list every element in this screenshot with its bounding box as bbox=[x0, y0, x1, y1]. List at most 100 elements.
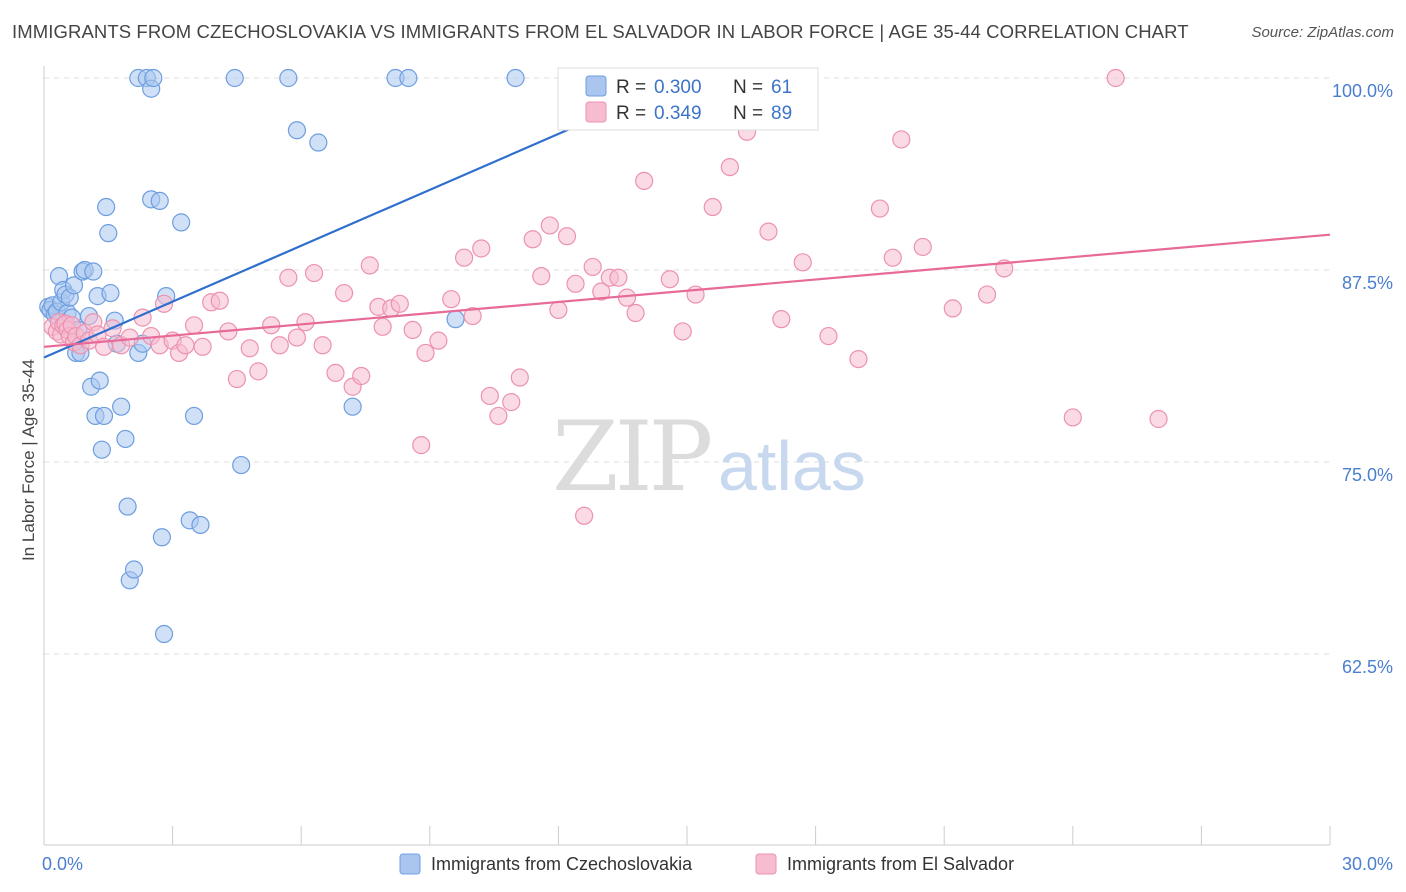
czechoslovakia-point-20 bbox=[84, 262, 103, 281]
el-salvador-point-64 bbox=[532, 267, 551, 286]
el-salvador-point-19 bbox=[120, 328, 139, 347]
el-salvador-point-69 bbox=[575, 506, 594, 525]
el-salvador-point-39 bbox=[296, 313, 315, 332]
el-salvador-point-70 bbox=[583, 257, 602, 277]
el-salvador-point-43 bbox=[334, 283, 354, 303]
series-czechoslovakia-points bbox=[39, 68, 525, 644]
legend-n-label-1: N = bbox=[733, 77, 763, 98]
el-salvador-point-46 bbox=[360, 256, 379, 275]
czechoslovakia-point-51 bbox=[225, 68, 244, 88]
czechoslovakia-point-45 bbox=[154, 624, 174, 644]
el-salvador-point-73 bbox=[609, 268, 628, 287]
legend-n-value-2: 89 bbox=[771, 103, 792, 124]
el-salvador-point-34 bbox=[249, 362, 268, 381]
el-salvador-point-84 bbox=[772, 310, 791, 329]
el-salvador-point-62 bbox=[510, 368, 529, 387]
czechoslovakia-point-26 bbox=[97, 197, 116, 217]
source-credit: Source: ZipAtlas.com bbox=[1251, 24, 1394, 41]
el-salvador-point-52 bbox=[412, 436, 431, 455]
series-el-salvador-points bbox=[43, 68, 1168, 525]
el-salvador-point-42 bbox=[326, 363, 345, 383]
czechoslovakia-point-59 bbox=[446, 310, 465, 329]
czechoslovakia-point-58 bbox=[399, 68, 418, 88]
czechoslovakia-point-33 bbox=[118, 497, 137, 516]
x-tick-label-0: 0.0% bbox=[42, 854, 83, 874]
czechoslovakia-point-55 bbox=[309, 133, 328, 152]
x-tick-labels: 0.0% 30.0% bbox=[42, 854, 1393, 874]
y-tick-label-2: 75.0% bbox=[1342, 465, 1393, 485]
el-salvador-point-50 bbox=[390, 294, 409, 313]
el-salvador-point-78 bbox=[673, 322, 692, 341]
el-salvador-point-63 bbox=[523, 230, 542, 249]
el-salvador-point-40 bbox=[304, 263, 324, 283]
chart-title: IMMIGRANTS FROM CZECHOSLOVAKIA VS IMMIGR… bbox=[12, 21, 1189, 42]
el-salvador-point-86 bbox=[819, 326, 838, 346]
el-salvador-point-55 bbox=[442, 290, 461, 309]
el-salvador-point-27 bbox=[184, 316, 204, 335]
el-salvador-point-71 bbox=[592, 282, 611, 301]
czechoslovakia-point-52 bbox=[232, 455, 251, 475]
el-salvador-trend-line bbox=[43, 233, 1331, 348]
legend-r-value-1: 0.300 bbox=[654, 77, 702, 98]
legend-n-label-2: N = bbox=[733, 103, 763, 124]
el-salvador-point-80 bbox=[703, 197, 722, 217]
series-legend: Immigrants from Czechoslovakia Immigrant… bbox=[399, 853, 1014, 875]
czechoslovakia-point-60 bbox=[506, 68, 525, 88]
el-salvador-point-65 bbox=[540, 216, 559, 235]
watermark-atlas: atlas bbox=[718, 427, 866, 505]
legend-swatch-blue bbox=[585, 75, 607, 97]
czechoslovakia-point-23 bbox=[90, 371, 109, 390]
el-salvador-point-61 bbox=[502, 392, 521, 412]
czechoslovakia-point-32 bbox=[116, 429, 135, 449]
el-salvador-point-41 bbox=[313, 336, 332, 355]
el-salvador-point-92 bbox=[943, 299, 962, 318]
el-salvador-point-32 bbox=[227, 369, 246, 389]
el-salvador-point-30 bbox=[210, 291, 229, 310]
el-salvador-point-51 bbox=[403, 320, 422, 340]
axes bbox=[43, 66, 1331, 846]
czechoslovakia-point-53 bbox=[279, 68, 298, 88]
watermark: ZIP atlas bbox=[552, 401, 866, 513]
czechoslovakia-point-25 bbox=[94, 406, 114, 426]
el-salvador-point-33 bbox=[240, 339, 259, 358]
el-salvador-point-88 bbox=[870, 199, 890, 218]
el-salvador-point-75 bbox=[626, 303, 645, 323]
el-salvador-point-48 bbox=[373, 317, 392, 336]
bottom-legend-swatch-blue bbox=[399, 853, 421, 875]
el-salvador-point-76 bbox=[635, 171, 654, 191]
legend-r-label-2: R = bbox=[616, 103, 646, 124]
czechoslovakia-point-28 bbox=[101, 283, 120, 303]
czechoslovakia-point-43 bbox=[150, 191, 169, 210]
czechoslovakia-point-35 bbox=[124, 560, 144, 579]
legend: R = 0.300 N = 61 R = 0.349 N = 89 bbox=[557, 67, 819, 131]
el-salvador-point-36 bbox=[270, 336, 289, 355]
el-salvador-point-56 bbox=[454, 248, 474, 267]
el-salvador-point-96 bbox=[1106, 68, 1125, 88]
el-salvador-point-38 bbox=[287, 328, 307, 347]
el-salvador-point-95 bbox=[1063, 408, 1082, 427]
czechoslovakia-point-24 bbox=[92, 440, 111, 459]
y-tick-label-3: 62.5% bbox=[1342, 657, 1393, 677]
el-salvador-point-85 bbox=[793, 253, 812, 272]
czechoslovakia-point-54 bbox=[287, 121, 307, 140]
legend-swatch-pink bbox=[585, 101, 607, 123]
el-salvador-point-35 bbox=[262, 316, 281, 335]
el-salvador-point-45 bbox=[352, 366, 371, 386]
watermark-zip: ZIP bbox=[552, 401, 711, 513]
legend-r-label-1: R = bbox=[616, 77, 646, 98]
czechoslovakia-point-49 bbox=[184, 406, 204, 426]
bottom-legend-label-czechoslovakia: Immigrants from Czechoslovakia bbox=[431, 854, 693, 874]
el-salvador-point-53 bbox=[416, 343, 435, 363]
czechoslovakia-point-27 bbox=[99, 224, 118, 243]
y-tick-label-1: 87.5% bbox=[1342, 273, 1393, 293]
el-salvador-point-26 bbox=[176, 336, 195, 355]
el-salvador-point-66 bbox=[549, 300, 568, 320]
czechoslovakia-point-12 bbox=[64, 276, 84, 295]
bottom-legend-swatch-pink bbox=[755, 853, 777, 875]
el-salvador-point-37 bbox=[279, 268, 298, 287]
el-salvador-point-58 bbox=[472, 239, 491, 258]
el-salvador-point-59 bbox=[480, 386, 499, 406]
el-salvador-point-57 bbox=[463, 306, 482, 326]
czechoslovakia-point-56 bbox=[343, 397, 362, 416]
